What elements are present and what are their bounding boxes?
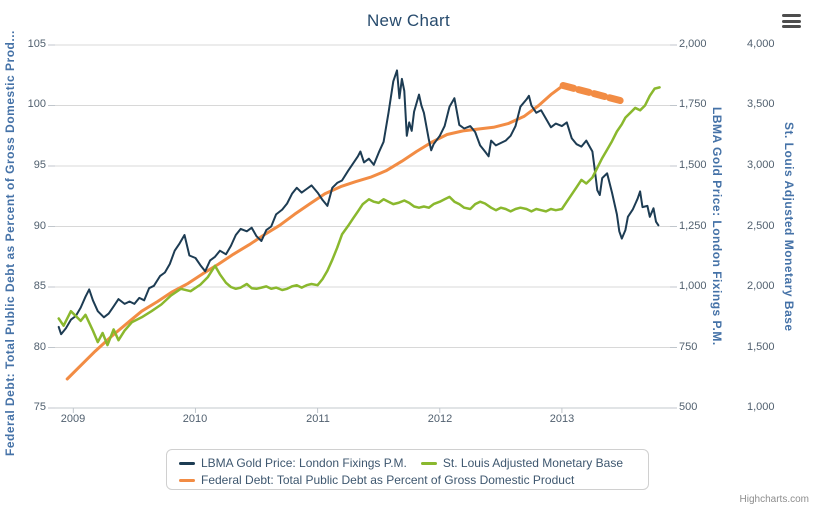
- debt-line-marker-icon: [179, 478, 195, 482]
- legend-label: St. Louis Adjusted Monetary Base: [442, 456, 623, 470]
- y-left-tick: 80: [33, 341, 46, 353]
- legend-item-gold[interactable]: LBMA Gold Price: London Fixings P.M.: [179, 456, 407, 470]
- legend-label: Federal Debt: Total Public Debt as Perce…: [201, 473, 575, 487]
- export-menu-icon[interactable]: [782, 14, 801, 28]
- base-line-marker-icon: [420, 461, 437, 465]
- y-base-tick: 4,000: [747, 38, 775, 50]
- highcharts-credit-link[interactable]: Highcharts.com: [739, 494, 809, 505]
- x-tick-2012: 2012: [427, 413, 453, 425]
- legend-item-base[interactable]: St. Louis Adjusted Monetary Base: [420, 456, 623, 470]
- series-line-1[interactable]: [57, 86, 661, 347]
- y-gold-tick: 2,000: [679, 38, 707, 50]
- y-base-tick: 1,500: [747, 341, 775, 353]
- y-gold-tick: 1,000: [679, 280, 707, 292]
- y-gold-tick: 500: [679, 401, 698, 413]
- y-left-tick: 105: [27, 38, 46, 50]
- y-base-axis-title: St. Louis Adjusted Monetary Base: [782, 121, 796, 332]
- legend-label: LBMA Gold Price: London Fixings P.M.: [201, 456, 407, 470]
- y-gold-tick: 1,500: [679, 159, 707, 171]
- y-base-tick: 1,000: [747, 401, 775, 413]
- x-tick-2011: 2011: [306, 413, 330, 425]
- gold-line-marker-icon: [179, 461, 195, 465]
- y-left-axis-title: Federal Debt: Total Public Debt as Perce…: [3, 30, 17, 456]
- y-left-tick: 75: [33, 401, 46, 413]
- y-gold-tick: 1,250: [679, 220, 707, 232]
- y-base-tick: 2,000: [747, 280, 775, 292]
- series-projection-2[interactable]: [559, 82, 627, 105]
- legend-item-debt[interactable]: Federal Debt: Total Public Debt as Perce…: [179, 473, 574, 487]
- x-tick-2013: 2013: [549, 413, 575, 425]
- y-base-tick: 3,500: [747, 98, 775, 110]
- y-left-tick: 95: [33, 159, 46, 171]
- x-tick-2009: 2009: [60, 413, 86, 425]
- y-gold-axis-title: LBMA Gold Price: London Fixings P.M.: [710, 107, 724, 346]
- y-gold-tick: 1,750: [679, 98, 707, 110]
- y-left-tick: 85: [33, 280, 46, 292]
- y-left-tick: 90: [33, 220, 46, 232]
- y-base-tick: 2,500: [747, 220, 775, 232]
- series-line-0[interactable]: [57, 69, 660, 336]
- chart-title: New Chart: [366, 11, 450, 30]
- y-base-tick: 3,000: [747, 159, 775, 171]
- x-tick-2010: 2010: [182, 413, 208, 425]
- y-left-tick: 100: [27, 98, 46, 110]
- y-gold-tick: 750: [679, 341, 698, 353]
- legend: LBMA Gold Price: London Fixings P.M. St.…: [166, 449, 649, 490]
- series-line-2[interactable]: [65, 84, 565, 381]
